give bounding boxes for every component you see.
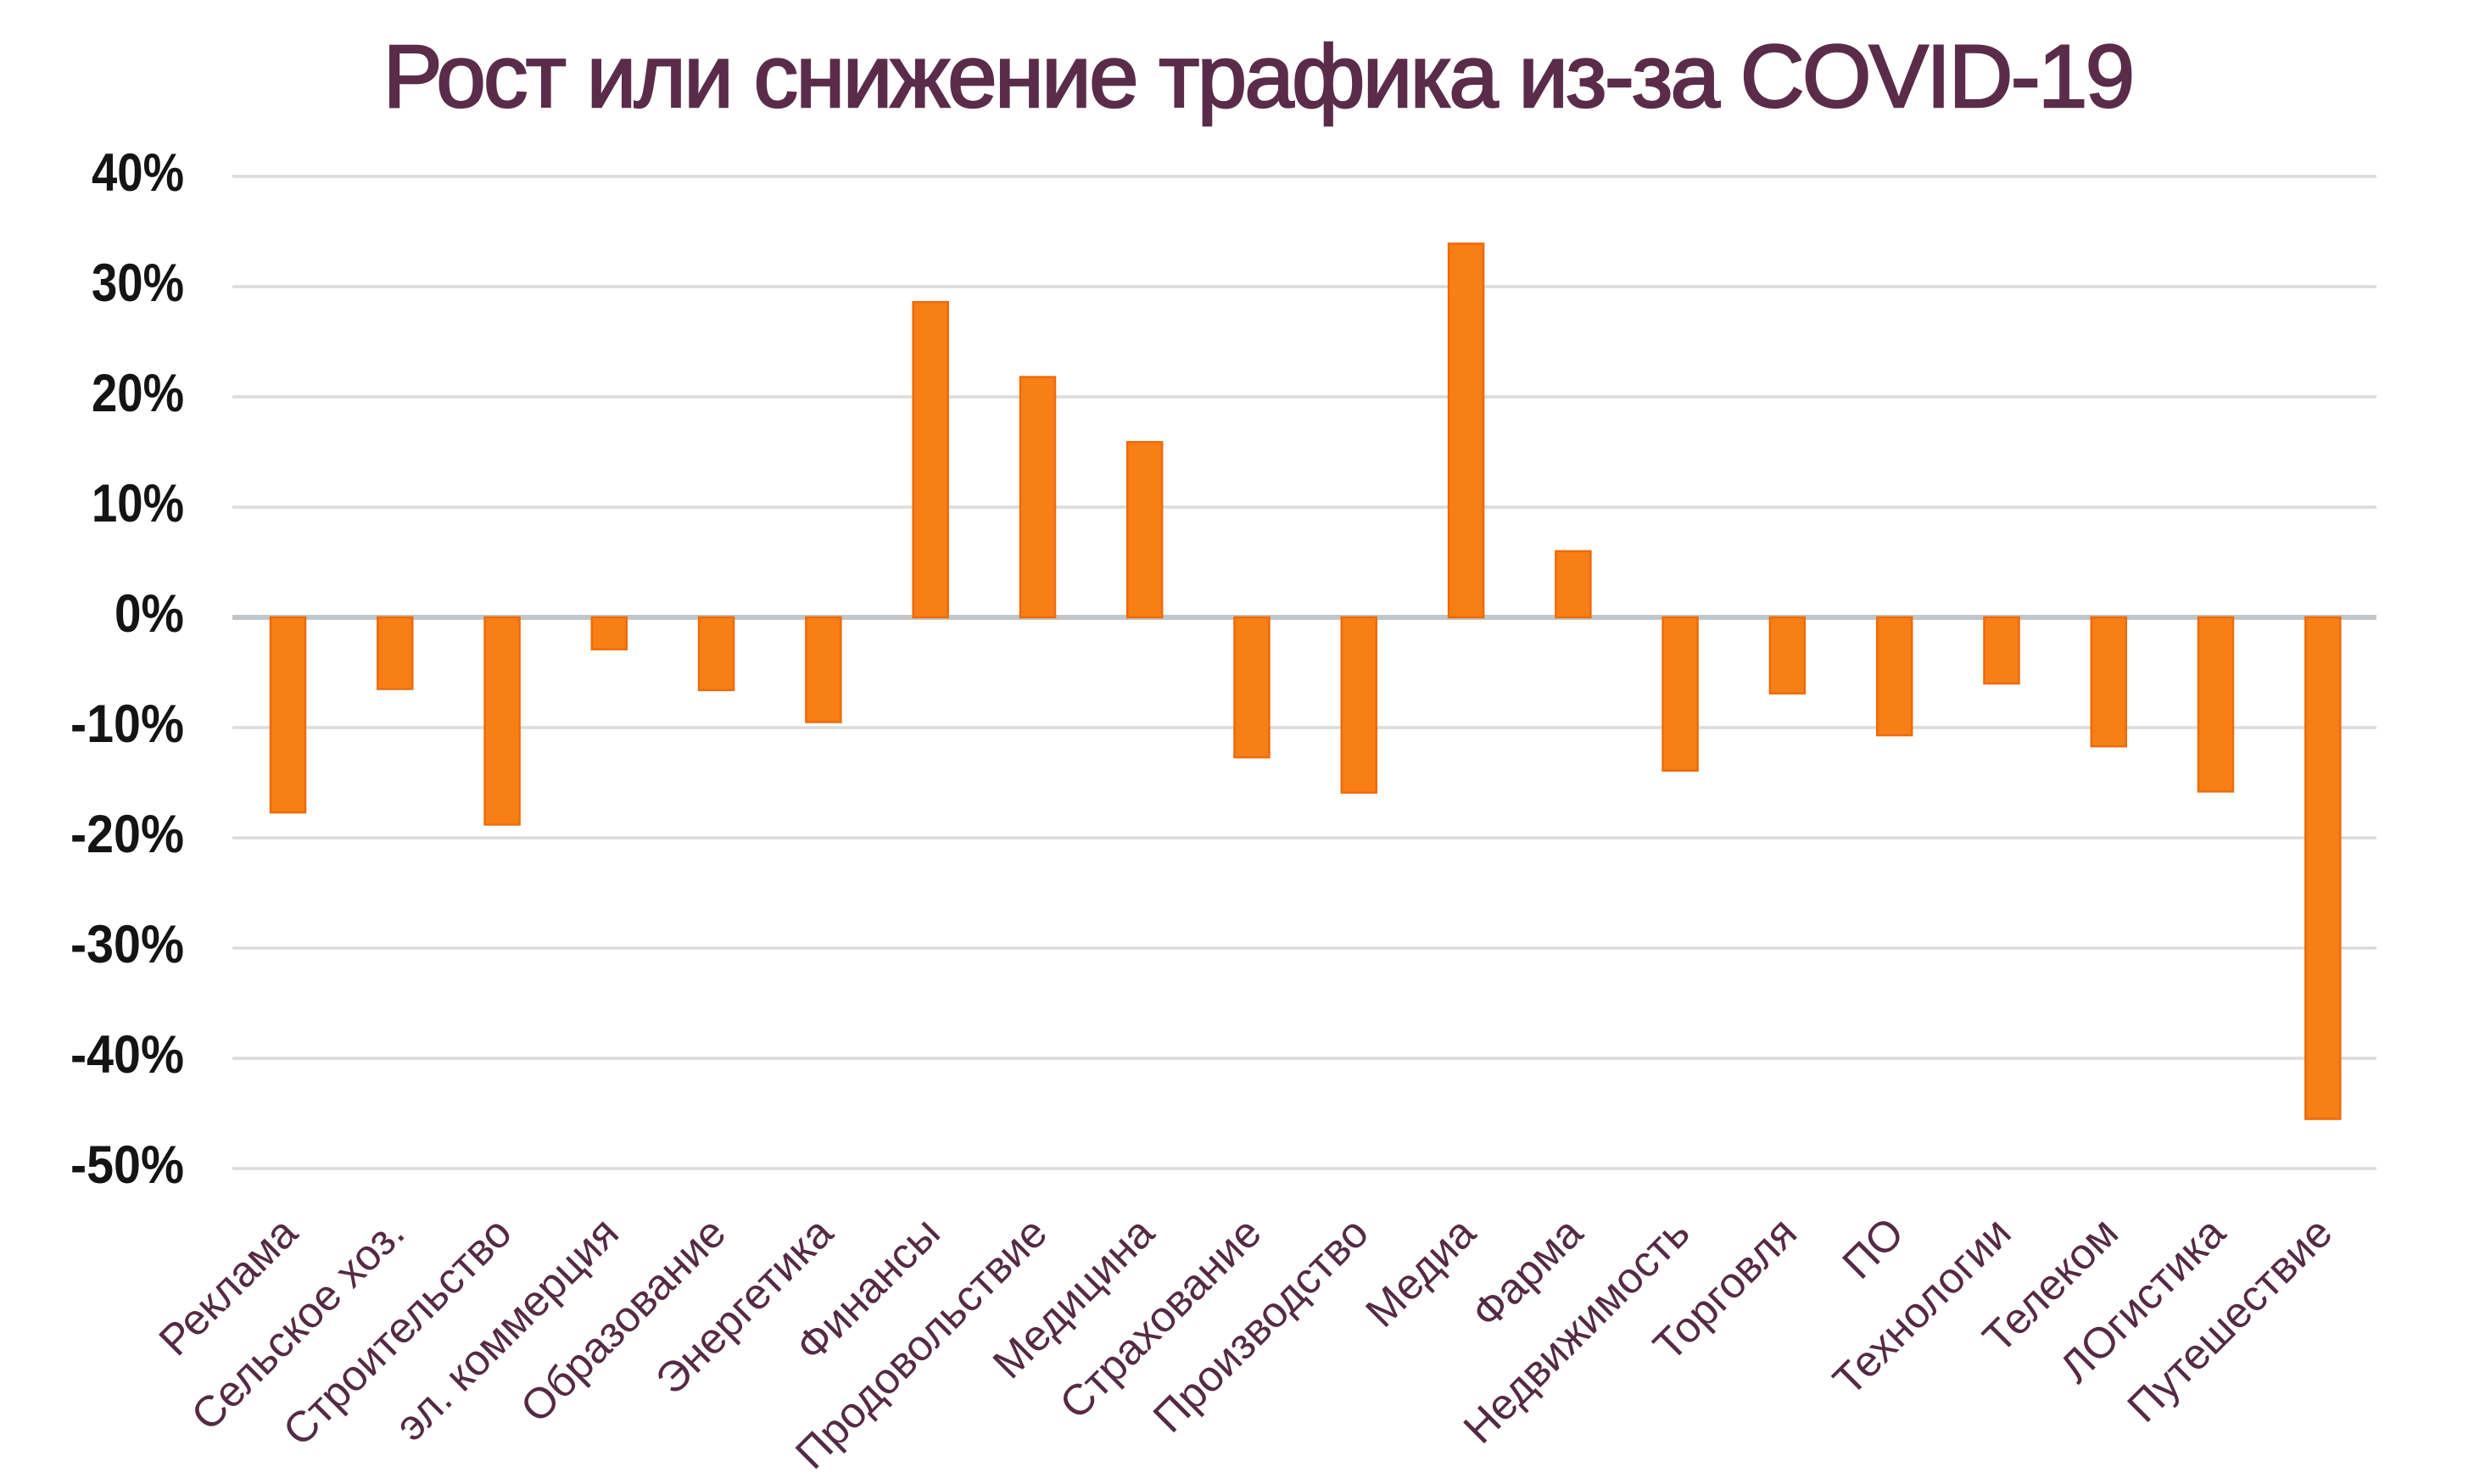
- svg-text:20%: 20%: [92, 364, 184, 423]
- svg-text:-10%: -10%: [70, 695, 184, 754]
- svg-text:40%: 40%: [92, 143, 184, 203]
- svg-text:30%: 30%: [92, 254, 184, 313]
- svg-text:10%: 10%: [92, 474, 184, 533]
- svg-text:0%: 0%: [114, 584, 184, 644]
- svg-text:Рост или снижение трафика из-з: Рост или снижение трафика из-за COVID-19: [383, 27, 2133, 126]
- svg-text:-30%: -30%: [70, 915, 184, 974]
- svg-text:-50%: -50%: [70, 1135, 184, 1195]
- svg-text:-40%: -40%: [70, 1025, 184, 1085]
- svg-text:-20%: -20%: [70, 805, 184, 864]
